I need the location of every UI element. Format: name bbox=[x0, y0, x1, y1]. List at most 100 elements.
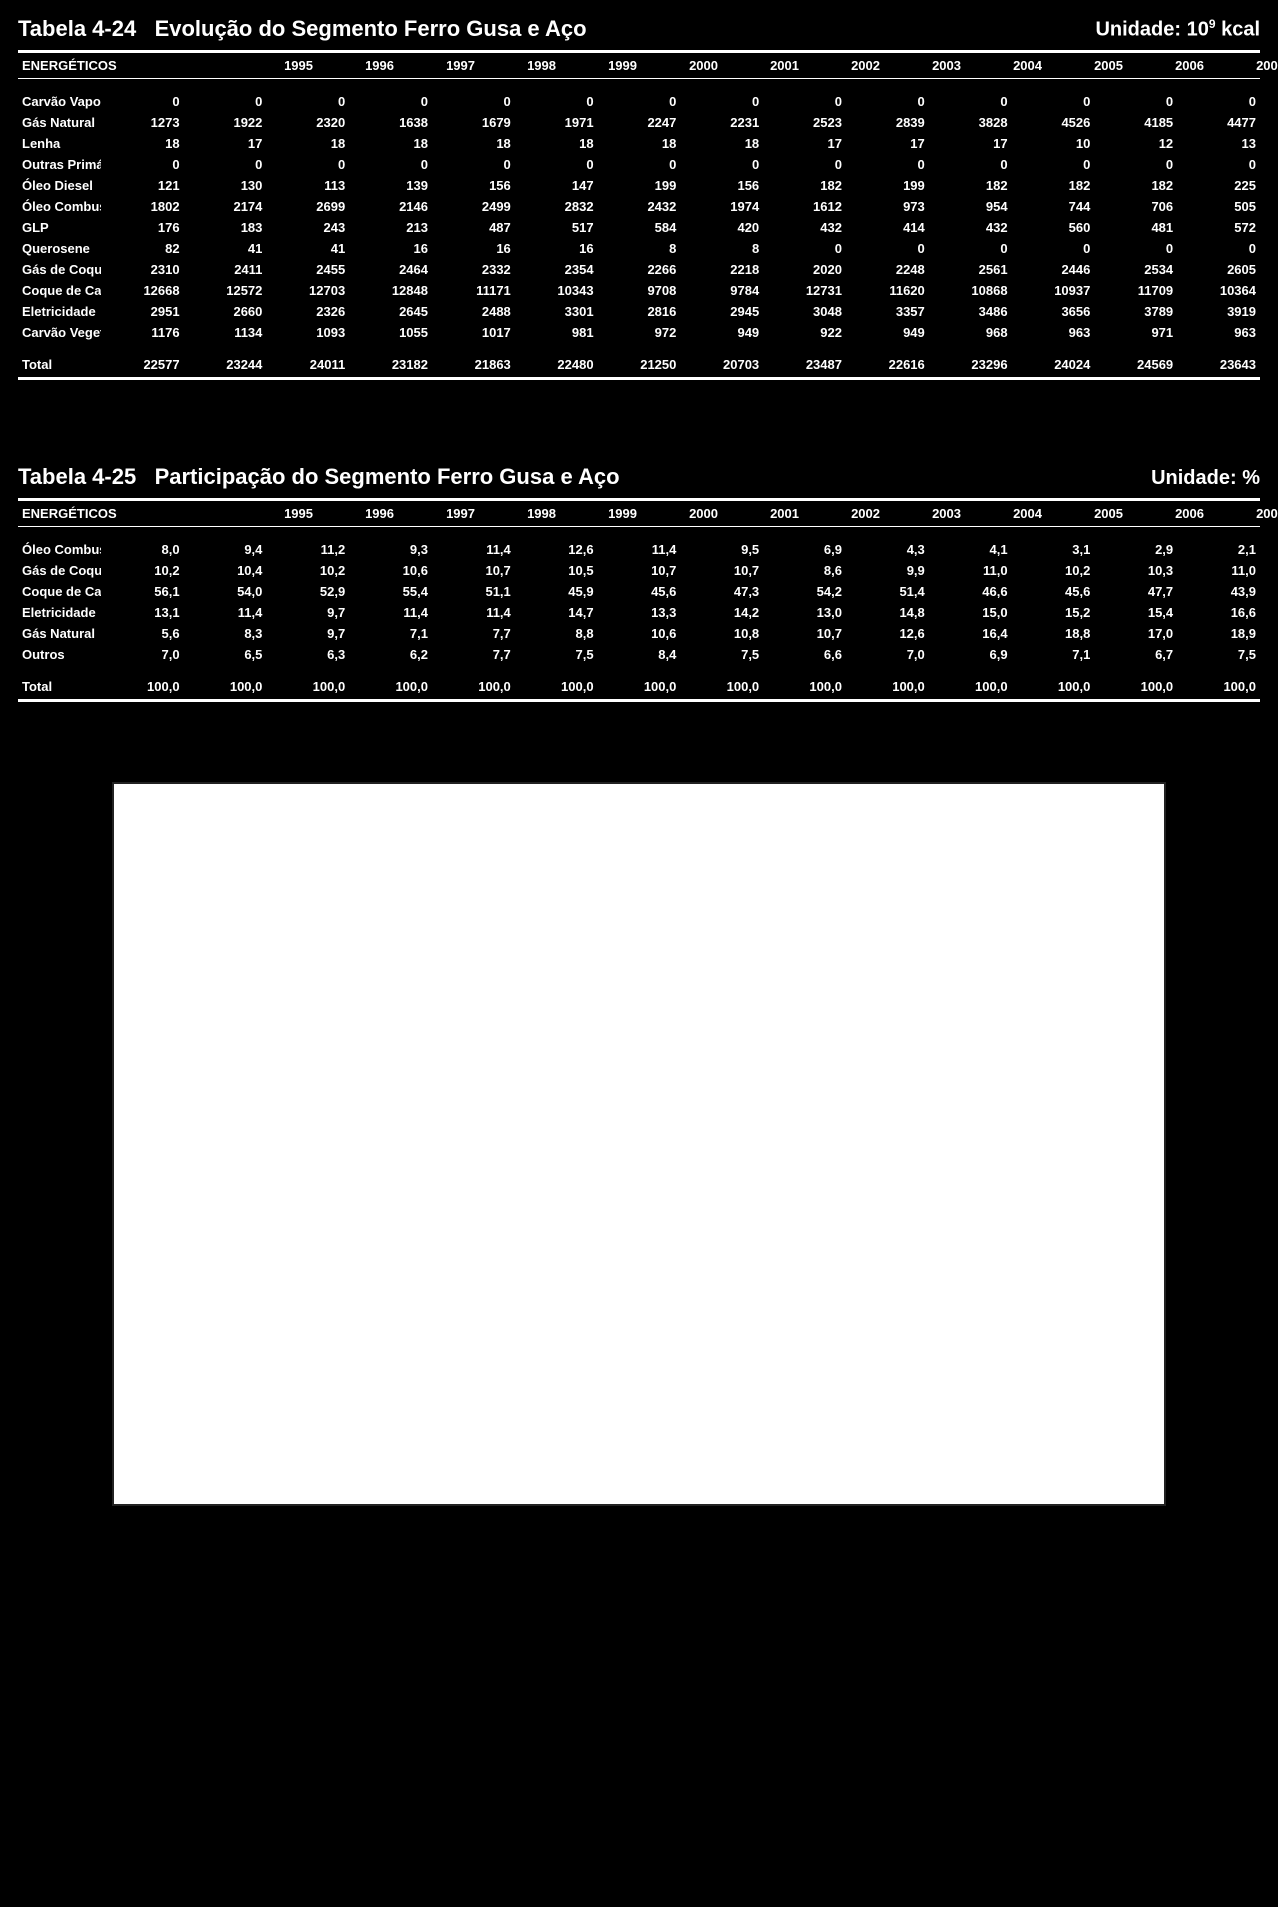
cell-value: 3048 bbox=[763, 301, 846, 322]
table-4-25: Tabela 4-25 Participação do Segmento Fer… bbox=[18, 460, 1260, 702]
cell-value: 481 bbox=[1094, 217, 1177, 238]
cell-value: 0 bbox=[598, 91, 681, 112]
cell-value: 13,1 bbox=[101, 602, 184, 623]
cell-value: 0 bbox=[101, 91, 184, 112]
cell-value: 18 bbox=[680, 133, 763, 154]
cell-value: 0 bbox=[184, 154, 267, 175]
cell-value: 949 bbox=[846, 322, 929, 343]
cell-value: 0 bbox=[846, 238, 929, 259]
total-value: 21250 bbox=[598, 343, 681, 375]
cell-value: 41 bbox=[266, 238, 349, 259]
cell-value: 14,2 bbox=[680, 602, 763, 623]
cell-value: 10937 bbox=[1012, 280, 1095, 301]
table2-title: Tabela 4-25 Participação do Segmento Fer… bbox=[18, 464, 620, 490]
cell-value: 11709 bbox=[1094, 280, 1177, 301]
row-label: Querosene bbox=[18, 238, 101, 259]
table2-unit: Unidade: % bbox=[1151, 467, 1260, 490]
cell-value: 2266 bbox=[598, 259, 681, 280]
table-row: Óleo Diesel12113011313915614719915618219… bbox=[18, 175, 1260, 196]
cell-value: 7,5 bbox=[515, 644, 598, 665]
cell-value: 18 bbox=[101, 133, 184, 154]
cell-value: 18 bbox=[515, 133, 598, 154]
cell-value: 130 bbox=[184, 175, 267, 196]
table-4-24: Tabela 4-24 Evolução do Segmento Ferro G… bbox=[18, 12, 1260, 380]
cell-value: 13 bbox=[1177, 133, 1260, 154]
cell-value: 45,6 bbox=[1012, 581, 1095, 602]
cell-value: 1802 bbox=[101, 196, 184, 217]
cell-value: 182 bbox=[763, 175, 846, 196]
cell-value: 2605 bbox=[1177, 259, 1260, 280]
cell-value: 0 bbox=[101, 154, 184, 175]
cell-value: 183 bbox=[184, 217, 267, 238]
year-1995: 1995 bbox=[236, 55, 317, 76]
cell-value: 963 bbox=[1012, 322, 1095, 343]
cell-value: 12,6 bbox=[846, 623, 929, 644]
cell-value: 11,0 bbox=[1177, 560, 1260, 581]
cell-value: 7,7 bbox=[432, 644, 515, 665]
cell-value: 10,6 bbox=[598, 623, 681, 644]
cell-value: 1971 bbox=[515, 112, 598, 133]
cell-value: 2146 bbox=[349, 196, 432, 217]
cell-value: 10,7 bbox=[680, 560, 763, 581]
cell-value: 2446 bbox=[1012, 259, 1095, 280]
table1-header-row: ENERGÉTICOS 1995 1996 1997 1998 1999 200… bbox=[18, 55, 1278, 76]
cell-value: 949 bbox=[680, 322, 763, 343]
table-row: Gás de Coqueria10,210,410,210,610,710,51… bbox=[18, 560, 1260, 581]
cell-value: 121 bbox=[101, 175, 184, 196]
cell-value: 12572 bbox=[184, 280, 267, 301]
cell-value: 2645 bbox=[349, 301, 432, 322]
table-row: Eletricidade2951266023262645248833012816… bbox=[18, 301, 1260, 322]
cell-value: 4,1 bbox=[929, 539, 1012, 560]
table-row: Coque de Carvão Mineral56,154,052,955,45… bbox=[18, 581, 1260, 602]
cell-value: 2231 bbox=[680, 112, 763, 133]
total-value: 100,0 bbox=[680, 665, 763, 697]
year-1996: 1996 bbox=[317, 55, 398, 76]
cell-value: 13,3 bbox=[598, 602, 681, 623]
cell-value: 2839 bbox=[846, 112, 929, 133]
cell-value: 8,8 bbox=[515, 623, 598, 644]
table2-name: Participação do Segmento Ferro Gusa e Aç… bbox=[155, 464, 620, 489]
cell-value: 0 bbox=[1094, 154, 1177, 175]
cell-value: 2816 bbox=[598, 301, 681, 322]
total-value: 100,0 bbox=[763, 665, 846, 697]
year-2004: 2004 bbox=[965, 55, 1046, 76]
cell-value: 2945 bbox=[680, 301, 763, 322]
total-value: 23487 bbox=[763, 343, 846, 375]
cell-value: 11620 bbox=[846, 280, 929, 301]
total-value: 100,0 bbox=[1094, 665, 1177, 697]
cell-value: 432 bbox=[929, 217, 1012, 238]
cell-value: 2832 bbox=[515, 196, 598, 217]
cell-value: 2332 bbox=[432, 259, 515, 280]
total-value: 100,0 bbox=[349, 665, 432, 697]
cell-value: 968 bbox=[929, 322, 1012, 343]
table-row: Outros7,06,56,36,27,77,58,47,56,67,06,97… bbox=[18, 644, 1260, 665]
cell-value: 43,9 bbox=[1177, 581, 1260, 602]
cell-value: 432 bbox=[763, 217, 846, 238]
cell-value: 18 bbox=[598, 133, 681, 154]
cell-value: 7,5 bbox=[680, 644, 763, 665]
cell-value: 0 bbox=[515, 91, 598, 112]
cell-value: 18 bbox=[349, 133, 432, 154]
cell-value: 7,7 bbox=[432, 623, 515, 644]
row-label: Eletricidade bbox=[18, 602, 101, 623]
total-row: Total100,0100,0100,0100,0100,0100,0100,0… bbox=[18, 665, 1260, 697]
cell-value: 2326 bbox=[266, 301, 349, 322]
cell-value: 15,0 bbox=[929, 602, 1012, 623]
cell-value: 0 bbox=[266, 91, 349, 112]
table-row: Outras Primárias00000000000000 bbox=[18, 154, 1260, 175]
cell-value: 10,7 bbox=[598, 560, 681, 581]
cell-value: 572 bbox=[1177, 217, 1260, 238]
table2-number: Tabela 4-25 bbox=[18, 464, 136, 489]
cell-value: 199 bbox=[598, 175, 681, 196]
cell-value: 744 bbox=[1012, 196, 1095, 217]
cell-value: 0 bbox=[349, 91, 432, 112]
cell-value: 199 bbox=[846, 175, 929, 196]
cell-value: 7,1 bbox=[1012, 644, 1095, 665]
cell-value: 156 bbox=[432, 175, 515, 196]
total-value: 23296 bbox=[929, 343, 1012, 375]
cell-value: 10,8 bbox=[680, 623, 763, 644]
cell-value: 2660 bbox=[184, 301, 267, 322]
cell-value: 12,6 bbox=[515, 539, 598, 560]
cell-value: 2,1 bbox=[1177, 539, 1260, 560]
cell-value: 0 bbox=[349, 154, 432, 175]
